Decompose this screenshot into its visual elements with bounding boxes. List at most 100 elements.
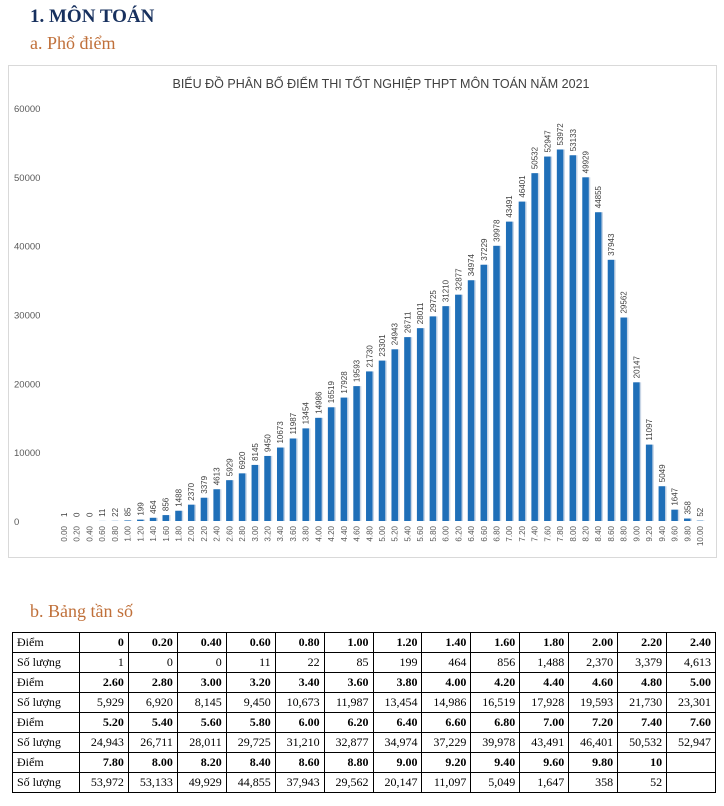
count-cell: 37,943	[274, 772, 325, 793]
score-cell: 7.40	[617, 712, 668, 733]
bar	[671, 509, 678, 521]
count-cell: 1,488	[519, 652, 570, 673]
x-tick-label: 1.60	[162, 525, 171, 541]
subsection-frequency-table: b. Bảng tần số	[30, 601, 133, 621]
bar	[467, 280, 475, 521]
bar	[391, 349, 398, 521]
bar	[493, 245, 500, 521]
score-cell: 3.00	[176, 672, 227, 693]
count-cell: 43,491	[519, 732, 570, 753]
bar	[594, 212, 602, 521]
bar-value-label: 1	[60, 512, 69, 517]
y-tick-label: 10000	[14, 448, 40, 459]
score-row: Điểm 2.60 2.80 3.00 3.20 3.40 3.60 3.80 4.00 4.20…	[12, 672, 716, 693]
bar	[582, 177, 589, 521]
bar	[289, 438, 297, 521]
count-cell: 52	[617, 772, 668, 793]
count-cell: 11	[225, 652, 276, 673]
score-cell: 0.60	[225, 632, 276, 653]
x-tick-label: 8.40	[594, 525, 603, 541]
score-cell: 4.40	[519, 672, 570, 693]
bar-value-label: 0	[85, 512, 94, 517]
score-cell	[666, 752, 716, 773]
bar-value-label: 21730	[365, 345, 374, 368]
bar-value-label: 8145	[251, 443, 260, 461]
bar	[544, 156, 551, 521]
x-tick-label: 9.20	[645, 525, 654, 541]
chart-title: BIỂU ĐỒ PHÂN BỐ ĐIỂM THI TỐT NGHIỆP THPT…	[173, 76, 590, 91]
x-tick-label: 8.60	[607, 525, 616, 541]
count-cell: 23,301	[666, 692, 716, 713]
count-cell: 29,725	[225, 732, 276, 753]
bar	[518, 201, 526, 521]
count-cell: 16,519	[470, 692, 521, 713]
count-cell: 14,986	[421, 692, 472, 713]
count-cell: 22	[274, 652, 325, 673]
count-cell: 464	[421, 652, 472, 673]
y-tick-label: 30000	[14, 311, 40, 322]
score-cell: 6.00	[274, 712, 325, 733]
score-cell: 10	[617, 752, 668, 773]
count-cell: 29,562	[323, 772, 374, 793]
bar-value-label: 13454	[302, 402, 311, 425]
score-cell: 5.80	[225, 712, 276, 733]
score-cell: 1.20	[372, 632, 423, 653]
score-cell: 9.20	[421, 752, 472, 773]
score-row-label: Điểm	[12, 672, 80, 693]
bar	[505, 221, 513, 521]
x-tick-label: 0.80	[111, 525, 120, 541]
count-cell: 5,049	[470, 772, 521, 793]
x-tick-label: 7.00	[505, 525, 514, 541]
bar-value-label: 856	[162, 497, 171, 511]
count-cell: 358	[568, 772, 619, 793]
bar	[137, 519, 144, 521]
x-tick-label: 4.40	[340, 525, 349, 541]
score-cell: 6.60	[421, 712, 472, 733]
chart-container: BIỂU ĐỒ PHÂN BỐ ĐIỂM THI TỐT NGHIỆP THPT…	[8, 65, 717, 558]
bar-value-label: 16519	[327, 380, 336, 403]
x-tick-label: 2.80	[238, 525, 247, 541]
count-cell: 10,673	[274, 692, 325, 713]
bar-value-label: 49929	[582, 151, 591, 174]
x-tick-label: 9.00	[632, 525, 641, 541]
score-cell: 1.80	[519, 632, 570, 653]
bar-value-label: 17928	[340, 371, 349, 394]
bar-value-label: 31210	[442, 279, 451, 302]
count-row: Số lượng 53,972 53,133 49,929 44,855 37,943 29…	[12, 772, 716, 793]
count-cell: 3,379	[617, 652, 668, 673]
score-cell: 2.00	[568, 632, 619, 653]
bar-value-label: 39978	[492, 219, 501, 242]
x-tick-label: 1.00	[124, 525, 133, 541]
score-cell: 0.80	[274, 632, 325, 653]
score-cell: 4.60	[568, 672, 619, 693]
x-tick-label: 9.80	[683, 525, 692, 541]
score-cell: 9.80	[568, 752, 619, 773]
x-tick-label: 2.20	[200, 525, 209, 541]
bar	[124, 520, 131, 521]
bar	[238, 473, 246, 521]
count-cell: 34,974	[372, 732, 423, 753]
bar-value-label: 29725	[429, 290, 438, 313]
bar-value-label: 4613	[213, 467, 222, 485]
count-cell: 11,097	[421, 772, 472, 793]
bar-value-label: 5049	[658, 464, 667, 482]
count-cell: 26,711	[127, 732, 178, 753]
bar	[531, 173, 538, 522]
score-cell: 8.20	[176, 752, 227, 773]
bar-value-label: 43491	[505, 195, 514, 218]
score-row: Điểm 7.80 8.00 8.20 8.40 8.60 8.80 9.00 9.20 9.40…	[12, 752, 716, 773]
x-tick-label: 4.20	[327, 525, 336, 541]
x-tick-label: 3.40	[276, 525, 285, 541]
bar-value-label: 22	[111, 507, 120, 516]
x-tick-label: 2.60	[225, 525, 234, 541]
score-cell: 7.80	[79, 752, 129, 773]
score-cell: 7.00	[519, 712, 570, 733]
score-cell: 0.40	[176, 632, 227, 653]
bar-value-label: 28011	[416, 302, 425, 324]
x-tick-label: 9.40	[658, 525, 667, 541]
score-cell: 5.40	[127, 712, 178, 733]
bar-value-label: 11097	[645, 418, 654, 440]
y-tick-label: 60000	[14, 104, 40, 115]
bar-value-label: 53972	[556, 123, 565, 146]
x-tick-label: 5.00	[378, 525, 387, 541]
